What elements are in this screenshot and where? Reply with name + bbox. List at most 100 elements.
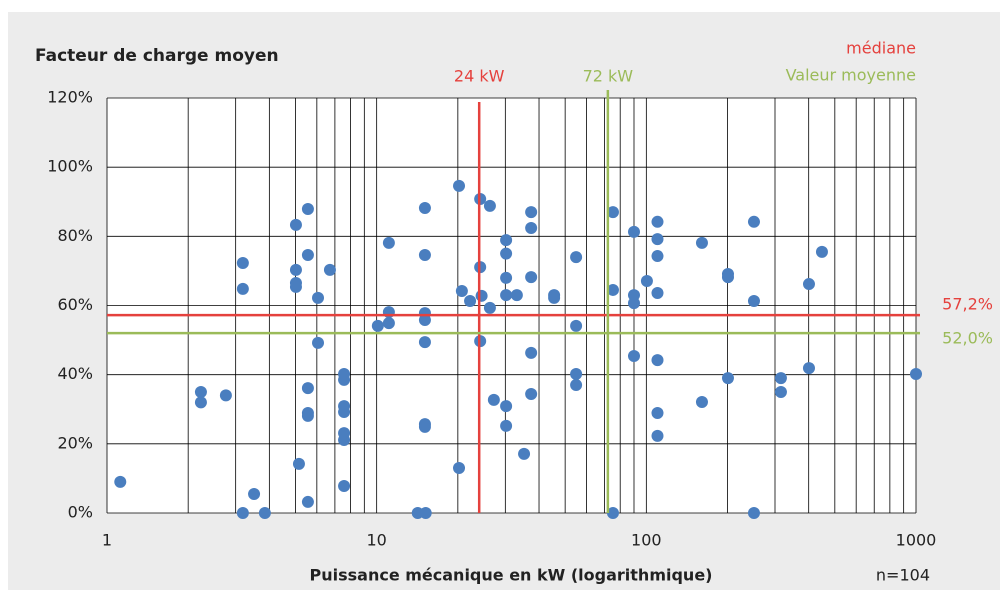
- y-tick-label: 0%: [68, 503, 93, 522]
- point: [500, 419, 513, 432]
- point: [289, 263, 302, 276]
- point: [802, 362, 815, 375]
- point: [338, 406, 351, 419]
- point: [419, 507, 432, 519]
- point: [747, 215, 760, 228]
- point: [301, 409, 314, 422]
- y-tick-label: 120%: [47, 88, 93, 107]
- x-tick-label: 1000: [896, 531, 937, 550]
- point: [292, 457, 305, 470]
- point: [606, 507, 619, 519]
- point: [500, 234, 513, 247]
- reference-x-label: 72 kW: [583, 67, 634, 86]
- point: [114, 475, 127, 488]
- point: [651, 287, 664, 300]
- point: [289, 218, 302, 231]
- chart-title: Facteur de charge moyen: [35, 46, 279, 66]
- y-tick-label: 20%: [57, 433, 93, 452]
- point: [338, 373, 351, 386]
- point: [453, 462, 466, 475]
- point: [338, 434, 351, 447]
- point: [382, 236, 395, 249]
- point: [525, 206, 538, 219]
- point: [301, 203, 314, 216]
- legend-entry: médiane: [846, 39, 916, 58]
- point: [248, 487, 261, 500]
- point: [371, 319, 384, 332]
- y-tick-label: 100%: [47, 157, 93, 176]
- point: [483, 199, 496, 212]
- reference-x-label: 24 kW: [454, 67, 505, 86]
- point: [194, 396, 207, 409]
- point: [500, 289, 513, 302]
- point: [747, 507, 760, 519]
- point: [500, 247, 513, 260]
- point: [570, 367, 583, 380]
- point: [747, 295, 760, 308]
- point: [606, 206, 619, 219]
- point: [651, 354, 664, 367]
- point: [236, 282, 249, 295]
- point: [525, 346, 538, 359]
- point: [418, 249, 431, 262]
- point: [525, 222, 538, 235]
- point: [312, 336, 325, 349]
- point: [258, 507, 271, 519]
- point: [627, 349, 640, 362]
- point: [312, 291, 325, 304]
- y-tick-label: 40%: [57, 364, 93, 383]
- note: n=104: [876, 566, 930, 585]
- reference-y-label: 52,0%: [942, 329, 993, 348]
- point: [570, 319, 583, 332]
- point: [910, 367, 922, 380]
- point: [236, 256, 249, 269]
- point: [418, 336, 431, 349]
- point: [236, 507, 249, 519]
- point: [651, 429, 664, 442]
- point: [525, 271, 538, 284]
- point: [721, 271, 734, 284]
- point: [695, 236, 708, 249]
- point: [525, 388, 538, 401]
- point: [548, 291, 561, 304]
- point: [721, 372, 734, 385]
- point: [301, 495, 314, 508]
- point: [695, 395, 708, 408]
- point: [194, 385, 207, 398]
- point: [301, 249, 314, 262]
- x-axis-label: Puissance mécanique en kW (logarithmique…: [310, 566, 713, 585]
- point: [301, 382, 314, 395]
- point: [774, 372, 787, 385]
- point: [338, 480, 351, 493]
- point: [651, 215, 664, 228]
- point: [219, 389, 232, 402]
- point: [815, 245, 828, 258]
- point: [475, 289, 488, 302]
- x-tick-label: 100: [631, 531, 662, 550]
- point: [382, 317, 395, 330]
- point: [453, 179, 466, 192]
- point: [418, 314, 431, 327]
- point: [455, 284, 468, 297]
- point: [518, 447, 531, 460]
- point: [289, 280, 302, 293]
- point: [483, 301, 496, 314]
- x-tick-label: 10: [366, 531, 386, 550]
- point: [606, 283, 619, 296]
- y-tick-label: 60%: [57, 295, 93, 314]
- point: [487, 393, 500, 406]
- point: [418, 420, 431, 433]
- point: [570, 251, 583, 264]
- legend-entry: Valeur moyenne: [786, 66, 916, 85]
- point: [640, 274, 653, 287]
- point: [500, 400, 513, 413]
- point: [774, 385, 787, 398]
- point: [651, 407, 664, 420]
- point: [627, 297, 640, 310]
- point: [418, 201, 431, 214]
- point: [627, 225, 640, 238]
- point: [464, 295, 477, 308]
- x-tick-label: 1: [102, 531, 112, 550]
- point: [651, 250, 664, 263]
